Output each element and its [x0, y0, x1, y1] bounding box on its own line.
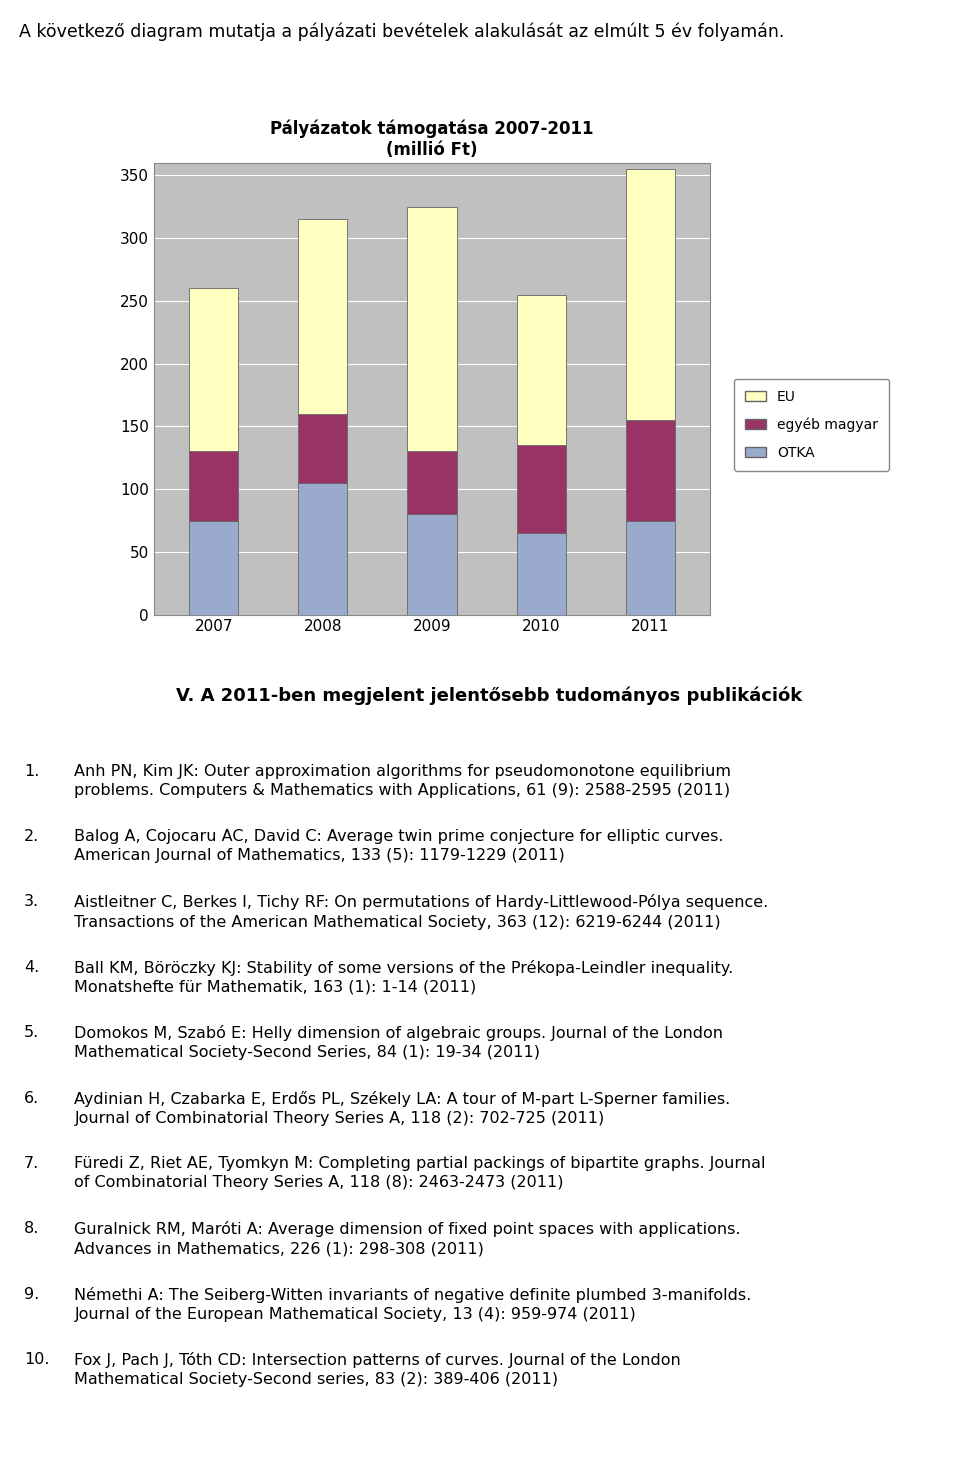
Bar: [189, 520, 238, 615]
Text: Ball KM, Böröczky KJ: Stability of some versions of the Prékopa-Leindler inequal: Ball KM, Böröczky KJ: Stability of some …: [75, 960, 733, 995]
Bar: [407, 207, 457, 452]
Bar: [626, 520, 675, 615]
Text: Fox J, Pach J, Tóth CD: Intersection patterns of curves. Journal of the London
M: Fox J, Pach J, Tóth CD: Intersection pat…: [75, 1352, 682, 1388]
Bar: [299, 483, 348, 615]
Bar: [516, 533, 565, 615]
Text: 10.: 10.: [24, 1352, 49, 1367]
Text: 9.: 9.: [24, 1287, 39, 1302]
Text: 3.: 3.: [24, 895, 39, 909]
Text: 4.: 4.: [24, 960, 39, 974]
Text: Anh PN, Kim JK: Outer approximation algorithms for pseudomonotone equilibrium
pr: Anh PN, Kim JK: Outer approximation algo…: [75, 764, 732, 798]
Bar: [407, 452, 457, 514]
Text: 5.: 5.: [24, 1025, 39, 1040]
Bar: [299, 219, 348, 413]
Text: A következő diagram mutatja a pályázati bevételek alakulását az elmúlt 5 év foly: A következő diagram mutatja a pályázati …: [19, 22, 784, 40]
Bar: [407, 514, 457, 615]
Bar: [189, 452, 238, 520]
Text: 7.: 7.: [24, 1155, 39, 1171]
Text: 8.: 8.: [24, 1222, 39, 1237]
Bar: [299, 413, 348, 483]
Text: Aydinian H, Czabarka E, Erdős PL, Székely LA: A tour of M-part L-Sperner familie: Aydinian H, Czabarka E, Erdős PL, Székel…: [75, 1090, 731, 1126]
Bar: [189, 289, 238, 452]
Text: Füredi Z, Riet AE, Tyomkyn M: Completing partial packings of bipartite graphs. J: Füredi Z, Riet AE, Tyomkyn M: Completing…: [75, 1155, 766, 1191]
Text: Guralnick RM, Maróti A: Average dimension of fixed point spaces with application: Guralnick RM, Maróti A: Average dimensio…: [75, 1222, 741, 1256]
Text: 1.: 1.: [24, 764, 39, 779]
Text: Balog A, Cojocaru AC, David C: Average twin prime conjecture for elliptic curves: Balog A, Cojocaru AC, David C: Average t…: [75, 829, 724, 863]
Text: 6.: 6.: [24, 1090, 39, 1105]
Bar: [516, 446, 565, 533]
Text: Némethi A: The Seiberg-Witten invariants of negative definite plumbed 3-manifold: Némethi A: The Seiberg-Witten invariants…: [75, 1287, 752, 1323]
Text: 2.: 2.: [24, 829, 39, 844]
Text: Aistleitner C, Berkes I, Tichy RF: On permutations of Hardy-Littlewood-Pólya seq: Aistleitner C, Berkes I, Tichy RF: On pe…: [75, 895, 769, 930]
Bar: [516, 295, 565, 446]
Text: Domokos M, Szabó E: Helly dimension of algebraic groups. Journal of the London
M: Domokos M, Szabó E: Helly dimension of a…: [75, 1025, 724, 1060]
Bar: [626, 169, 675, 421]
Bar: [626, 421, 675, 520]
Legend: EU, egyéb magyar, OTKA: EU, egyéb magyar, OTKA: [734, 379, 889, 471]
Title: Pályázatok támogatása 2007-2011
(millió Ft): Pályázatok támogatása 2007-2011 (millió …: [271, 120, 593, 158]
Text: V. A 2011-ben megjelent jelentősebb tudományos publikációk: V. A 2011-ben megjelent jelentősebb tudo…: [177, 687, 803, 705]
